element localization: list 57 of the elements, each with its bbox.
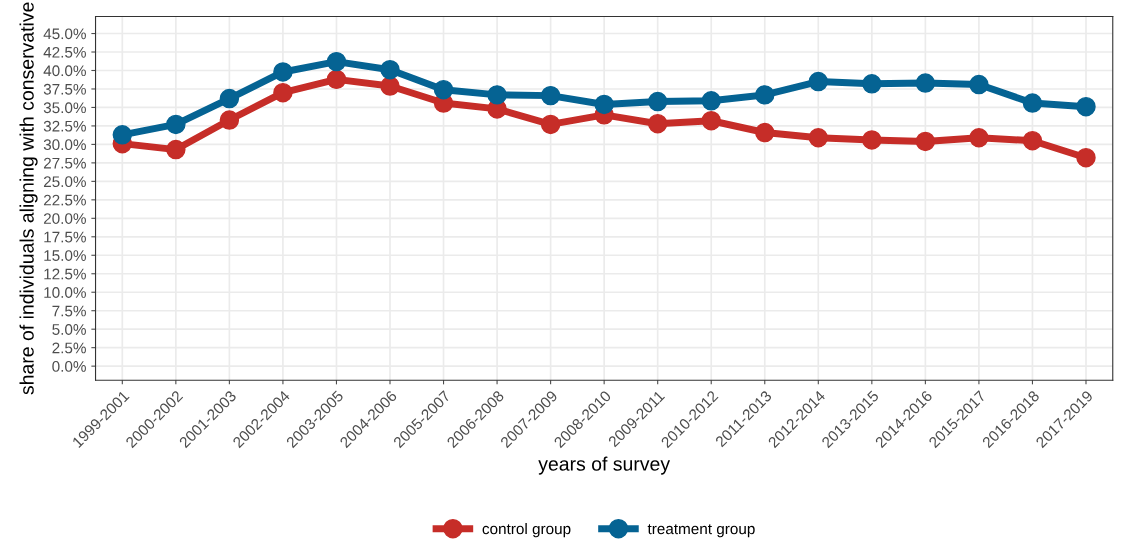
point: [755, 85, 775, 105]
point: [380, 76, 400, 96]
point: [594, 94, 614, 115]
point: [112, 125, 133, 145]
point: [540, 85, 561, 106]
point: [380, 60, 400, 80]
y-tick-label: 22.5%: [43, 194, 86, 206]
y-tick-label: 40.0%: [43, 65, 86, 77]
point: [219, 88, 240, 109]
point: [1076, 147, 1096, 168]
y-tick-label: 32.5%: [43, 120, 86, 132]
y-tick-label: 25.0%: [43, 176, 86, 188]
y-tick-label: 15.0%: [44, 250, 86, 261]
y-axis-title: share of individuals aligning with conservative: [19, 2, 38, 395]
y-tick-label: 7.5%: [52, 305, 86, 317]
point: [1022, 130, 1043, 151]
x-axis-title: years of survey: [538, 456, 671, 475]
point: [755, 122, 775, 143]
point: [915, 73, 936, 93]
y-tick-label: 2.5%: [52, 342, 86, 354]
point: [701, 111, 721, 131]
point: [808, 128, 829, 148]
point: [433, 79, 454, 100]
point: [1076, 96, 1096, 117]
point: [915, 131, 936, 152]
y-tick-label: 35.0%: [43, 102, 86, 114]
y-tick-label: 30.0%: [43, 139, 86, 151]
legend-label: treatment group: [647, 524, 755, 538]
point: [166, 114, 186, 135]
y-tick-label: 37.5%: [43, 83, 86, 95]
y-tick-label: 45.0%: [43, 28, 86, 40]
point: [166, 139, 186, 160]
point: [326, 51, 347, 72]
point: [647, 91, 668, 112]
point: [540, 114, 561, 135]
point: [273, 62, 293, 82]
point: [969, 128, 989, 148]
y-tick-label: 27.5%: [43, 157, 86, 169]
point: [969, 74, 989, 95]
point: [219, 110, 240, 130]
point: [326, 69, 347, 90]
y-tick-label: 42.5%: [43, 46, 86, 58]
point: [487, 85, 507, 105]
point: [647, 113, 668, 134]
y-tick-label: 0.0%: [52, 361, 86, 372]
point: [862, 130, 882, 150]
y-tick-label: 17.5%: [44, 231, 86, 243]
legend-label: control group: [482, 523, 571, 538]
point: [701, 91, 721, 111]
point: [273, 82, 293, 103]
point: [862, 74, 882, 94]
y-tick-label: 20.0%: [43, 213, 86, 224]
y-tick-label: 5.0%: [52, 324, 86, 335]
point: [808, 71, 829, 92]
y-tick-label: 12.5%: [44, 268, 86, 280]
y-tick-label: 10.0%: [44, 287, 86, 298]
point: [1022, 93, 1043, 113]
